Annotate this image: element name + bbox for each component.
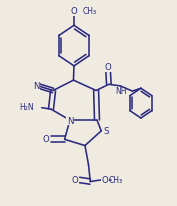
Text: N: N: [33, 82, 39, 91]
Text: O: O: [42, 135, 49, 144]
Text: O: O: [101, 175, 108, 184]
Text: O: O: [72, 175, 78, 184]
Text: CH₃: CH₃: [82, 7, 96, 16]
Text: CH₃: CH₃: [109, 175, 123, 184]
Text: O: O: [71, 7, 78, 16]
Text: S: S: [103, 126, 109, 135]
Text: O: O: [105, 63, 112, 72]
Text: H₂N: H₂N: [19, 103, 34, 112]
Text: N: N: [67, 116, 73, 125]
Text: NH: NH: [115, 87, 126, 96]
